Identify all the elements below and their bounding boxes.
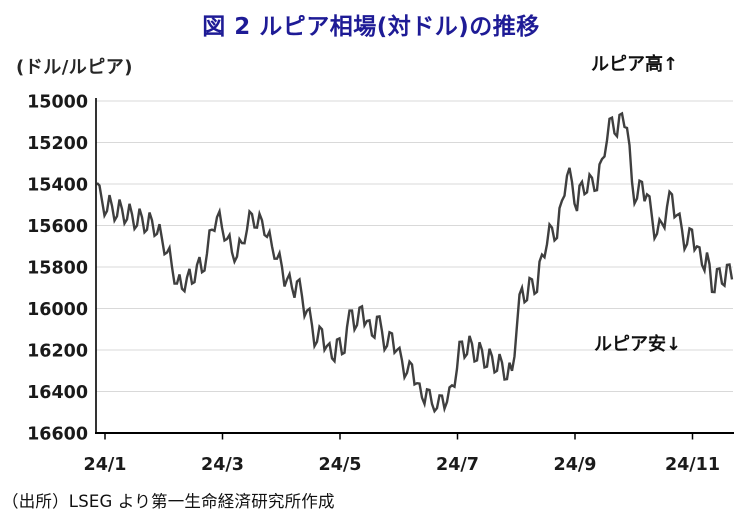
rupiah-high-annotation: ルピア高↑ <box>591 54 679 75</box>
y-tick-label: 16200 <box>27 342 88 362</box>
rupiah-low-annotation: ルピア安↓ <box>594 334 682 355</box>
y-tick-label: 15000 <box>27 93 88 113</box>
x-tick-label: 24/5 <box>319 455 362 475</box>
y-tick-label: 15600 <box>27 217 88 237</box>
price-line <box>96 111 734 414</box>
y-tick-label: 16400 <box>27 383 88 403</box>
chart-title: 図 2 ルピア相場(対ドル)の推移 <box>202 14 540 40</box>
y-tick-label: 15400 <box>27 176 88 196</box>
x-tick-label: 24/9 <box>554 455 597 475</box>
x-tick-label: 24/3 <box>201 455 244 475</box>
y-axis-unit-label: (ドル/ルピア) <box>16 57 134 78</box>
x-tick-label: 24/11 <box>665 455 720 475</box>
y-tick-label: 16600 <box>27 425 88 445</box>
source-note: （出所）LSEG より第一生命経済研究所作成 <box>2 492 335 511</box>
y-tick-label: 15800 <box>27 259 88 279</box>
y-tick-label: 16000 <box>27 300 88 320</box>
y-tick-label: 15200 <box>27 134 88 154</box>
x-tick-label: 24/7 <box>436 455 479 475</box>
x-tick-label: 24/1 <box>84 455 127 475</box>
